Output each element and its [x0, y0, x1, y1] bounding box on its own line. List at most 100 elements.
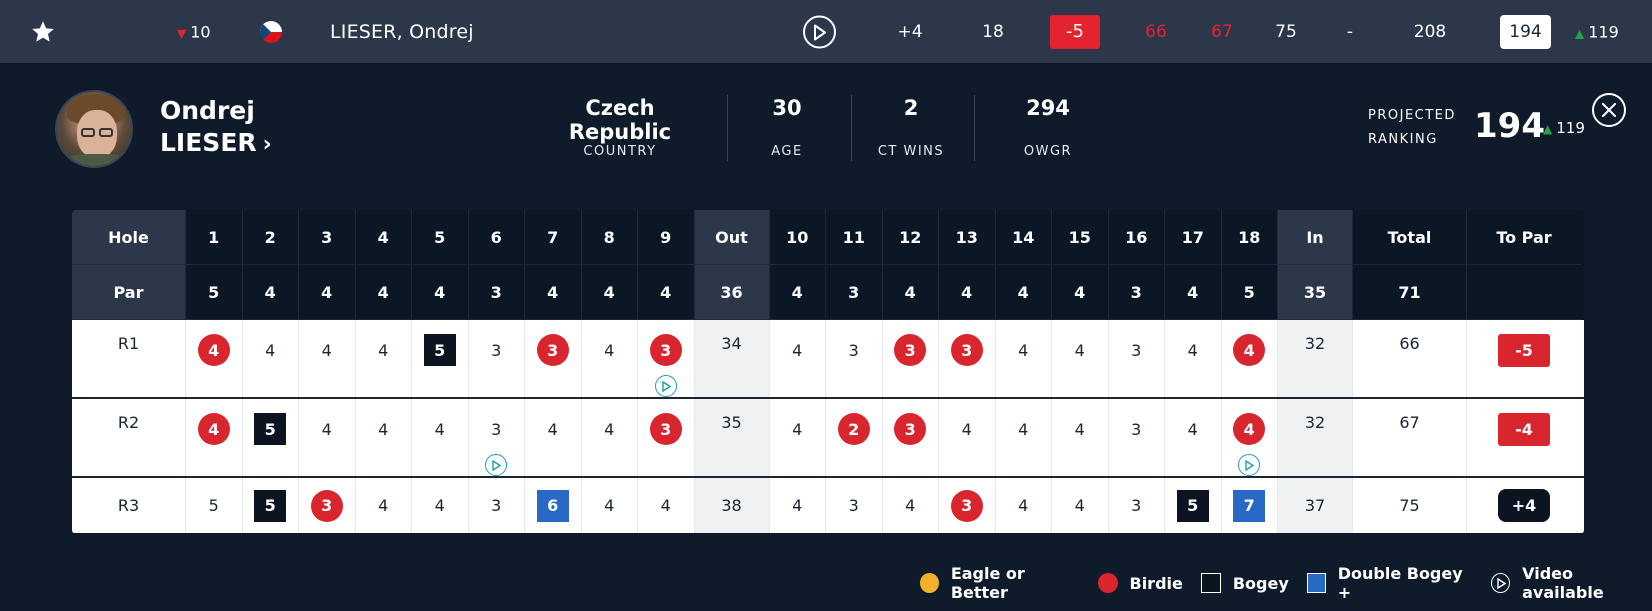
hole-number: 2 — [242, 210, 299, 265]
birdie-score: 3 — [894, 413, 927, 445]
hole-score-cell: 3 — [883, 320, 939, 397]
owgr-value: 294 — [1026, 96, 1070, 120]
hole-par: 4 — [525, 265, 582, 320]
hole-score-cell: 4 — [186, 399, 243, 476]
hole-score-cell: 4 — [299, 320, 356, 397]
hole-score: 4 — [321, 340, 332, 360]
stat-divider — [974, 95, 975, 161]
hole-score: 4 — [547, 419, 558, 439]
round-row: R2 4 5 4 4 4 3 4 4 3 35 4 2 3 4 4 4 3 4 4 32 67 -4 — [72, 399, 1584, 478]
round-total: 75 — [1353, 478, 1467, 533]
hole-score-cell: 3 — [638, 320, 695, 397]
projected-ranking-value: 194 — [1474, 106, 1545, 146]
chevron-right-icon: › — [262, 132, 272, 157]
hole-score-cell: 3 — [1109, 399, 1165, 476]
par-to-par-empty — [1467, 265, 1581, 320]
birdie-score: 2 — [837, 413, 870, 445]
round-to-par-cell: -5 — [1467, 320, 1581, 397]
birdie-score: 3 — [894, 334, 927, 366]
bogey-swatch-icon — [1200, 573, 1221, 593]
hole-score-cell: 3 — [469, 399, 525, 476]
birdie-swatch-icon — [1097, 573, 1118, 593]
stat-age: 30 AGE — [745, 96, 829, 159]
out-label: Out — [694, 210, 770, 265]
birdie-score: 3 — [649, 334, 682, 366]
round-in: 32 — [1278, 399, 1353, 476]
hole-score-cell: 3 — [299, 478, 356, 533]
round-out: 35 — [694, 399, 770, 476]
player-profile-link[interactable]: LIESER › — [160, 128, 272, 157]
hole-score-cell: 4 — [356, 478, 412, 533]
round-total: 67 — [1353, 399, 1467, 476]
hole-score: 3 — [491, 419, 502, 439]
close-icon — [1602, 103, 1616, 117]
hole-number: 4 — [355, 210, 412, 265]
stat-divider — [851, 95, 852, 161]
play-video-button[interactable] — [803, 15, 836, 48]
birdie-score: 3 — [950, 489, 983, 522]
hole-number: 5 — [412, 210, 469, 265]
player-summary-bar[interactable]: ▼ 10 LIESER, Ondrej +4 18 -5 66 67 75 - 2… — [0, 0, 1652, 63]
hole-number: 1 — [186, 210, 243, 265]
bogey-score: 5 — [1176, 489, 1209, 522]
hole-score-cell: 4 — [525, 399, 582, 476]
hole-par: 4 — [939, 265, 996, 320]
video-play-icon[interactable] — [485, 454, 508, 476]
round-total: 66 — [1353, 320, 1467, 397]
hole-par: 4 — [355, 265, 412, 320]
projected-ranking-label: PROJECTED RANKING — [1368, 108, 1456, 147]
favorite-star-icon[interactable] — [30, 19, 56, 45]
eagle-swatch-icon — [920, 573, 939, 593]
arrow-up-icon: ▲ — [1575, 26, 1585, 40]
play-icon — [1491, 573, 1511, 593]
hole-par: 4 — [769, 265, 826, 320]
hole-score-cell: 4 — [1052, 399, 1109, 476]
czech-flag-icon — [260, 20, 282, 43]
hole-par: 3 — [468, 265, 525, 320]
hole-score: 4 — [434, 419, 445, 439]
hole-score-cell: 4 — [1222, 320, 1278, 397]
hole-score-cell: 5 — [412, 320, 469, 397]
hole-score-cell: 4 — [996, 478, 1052, 533]
ct-wins-value: 2 — [903, 96, 919, 120]
video-play-icon[interactable] — [1238, 454, 1261, 476]
hole-score: 4 — [1074, 340, 1085, 360]
hole-score-cell: 5 — [243, 399, 299, 476]
hole-score: 4 — [905, 496, 916, 515]
hole-score-cell: 5 — [186, 478, 243, 533]
arrow-up-icon: ▲ — [1543, 122, 1553, 136]
hole-number: 11 — [826, 210, 883, 265]
hole-number: 14 — [995, 210, 1052, 265]
video-play-icon[interactable] — [654, 375, 677, 397]
hole-score: 4 — [1018, 496, 1029, 515]
age-value: 30 — [772, 96, 802, 120]
round-to-par-badge: -5 — [1498, 334, 1550, 367]
projected-ranking-movement: ▲ 119 — [1543, 119, 1585, 137]
hole-par: 4 — [581, 265, 638, 320]
hole-number: 13 — [939, 210, 996, 265]
hole-score: 4 — [434, 496, 445, 515]
arrow-down-icon: ▼ — [177, 26, 187, 40]
close-button[interactable] — [1592, 93, 1626, 127]
round-row: R1 4 4 4 4 5 3 3 4 3 34 4 3 3 3 4 4 3 4 4 32 66 -5 — [72, 320, 1584, 399]
hole-score-cell: 3 — [469, 320, 525, 397]
projected-rank-badge: 194 — [1500, 14, 1551, 49]
hole-score-cell: 2 — [826, 399, 883, 476]
hole-score-cell: 4 — [582, 478, 638, 533]
hole-score-cell: 4 — [996, 320, 1052, 397]
hole-par: 4 — [1165, 265, 1222, 320]
hole-score-cell: 4 — [412, 478, 469, 533]
round-3-score: 75 — [1275, 21, 1297, 42]
round-2-score: 67 — [1211, 21, 1233, 42]
hole-number: 3 — [299, 210, 356, 265]
hole-par: 4 — [1052, 265, 1109, 320]
hole-score-cell: 3 — [826, 320, 883, 397]
hole-score-cell: 4 — [412, 399, 469, 476]
hole-score: 4 — [604, 419, 615, 439]
round-in: 32 — [1278, 320, 1353, 397]
hole-score-cell: 3 — [939, 320, 996, 397]
hole-score-cell: 4 — [1052, 320, 1109, 397]
hole-score: 4 — [378, 340, 389, 360]
hole-number: 6 — [468, 210, 525, 265]
player-name[interactable]: LIESER, Ondrej — [330, 20, 474, 43]
